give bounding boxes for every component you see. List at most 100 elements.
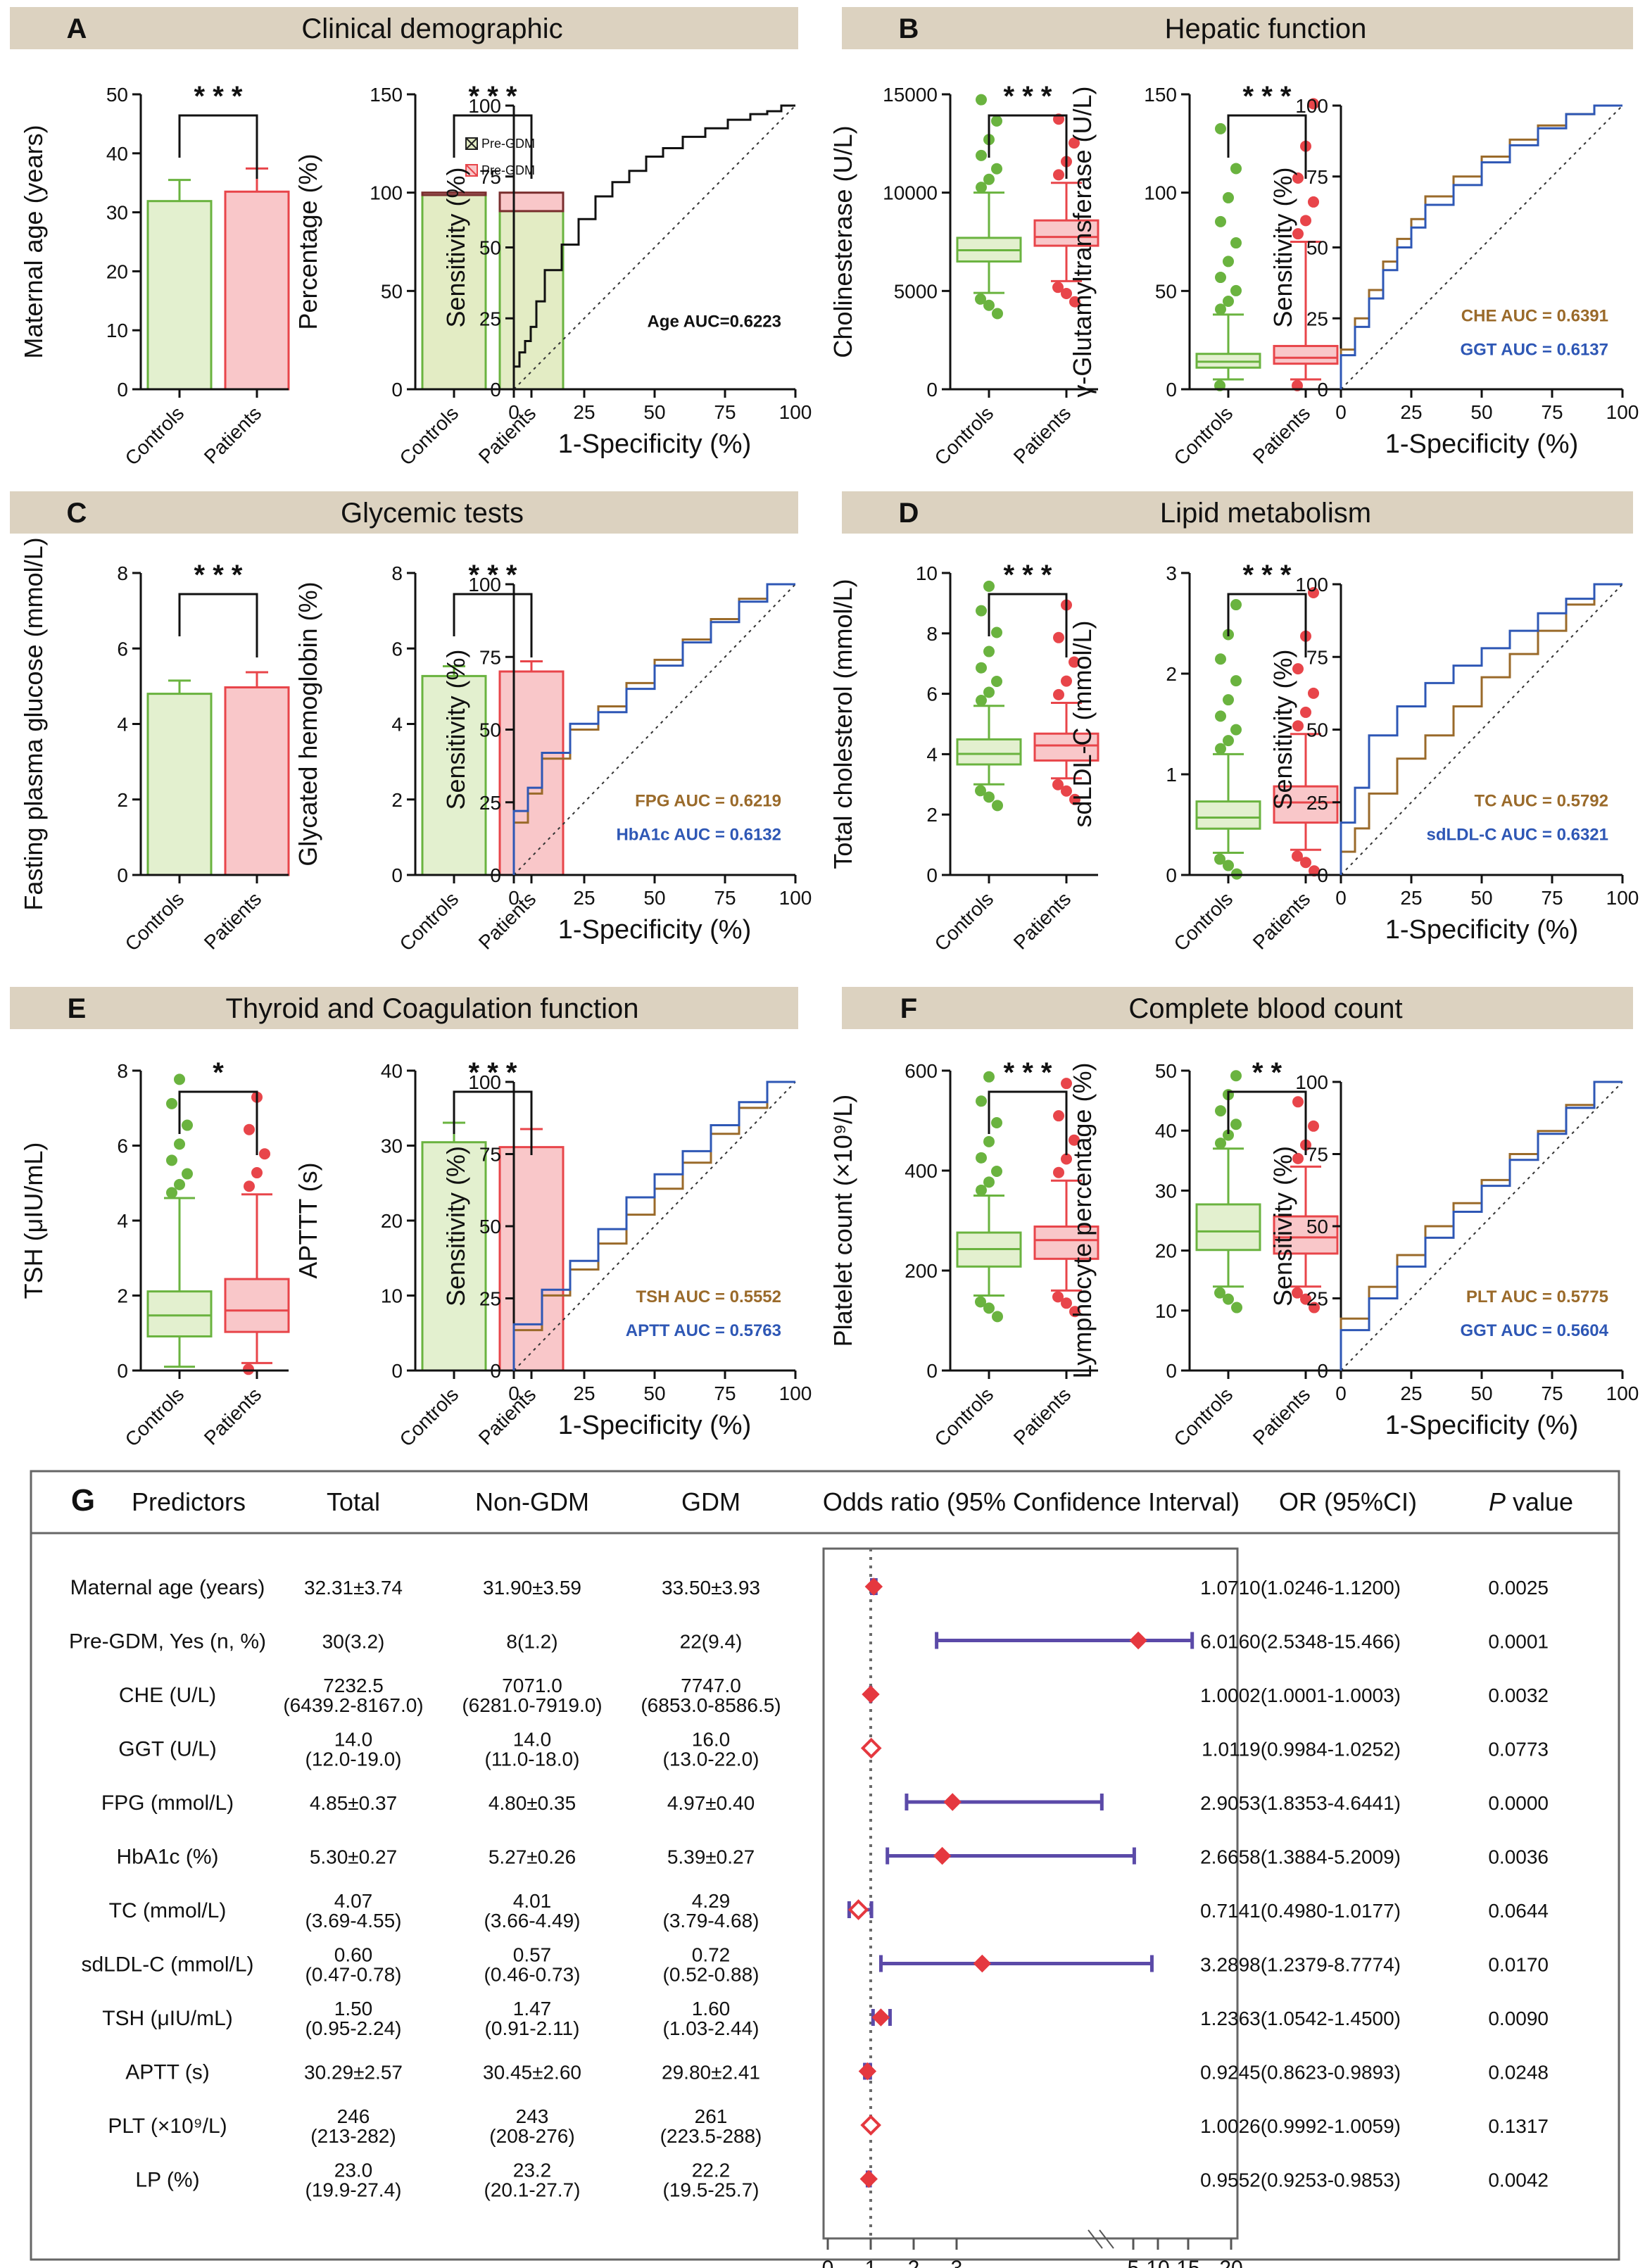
y-tick-label: 50: [479, 719, 501, 741]
x-tick-label: Patients: [1249, 1383, 1314, 1449]
y-tick-label: 50: [1306, 719, 1328, 741]
outlier-point: [992, 1311, 1003, 1323]
x-tick-label: 50: [643, 1382, 665, 1404]
y-tick-label: 100: [468, 1071, 501, 1093]
outlier-point: [1230, 1119, 1242, 1130]
x-tick-label: Controls: [1170, 1383, 1237, 1451]
x-tick-label: 0: [1335, 401, 1347, 423]
y-tick-label: 10: [106, 320, 128, 341]
header-total: Total: [327, 1487, 380, 1516]
cell-gdm: 29.80±2.41: [662, 2062, 760, 2084]
significance-label: * * *: [194, 560, 243, 591]
roc-auc-label: Age AUC=0.6223: [647, 313, 781, 332]
panel-letter: E: [68, 993, 87, 1024]
x-tick-label: Patients: [200, 888, 265, 953]
cell-p-value: 0.0170: [1488, 1954, 1549, 1976]
cell-gdm: 4.29: [692, 1890, 731, 1912]
y-axis-label: TSH (μIU/mL): [19, 1142, 48, 1299]
outlier-point: [1230, 1070, 1242, 1082]
forest-x-tick-label: 1: [865, 2257, 877, 2268]
x-tick-label: Controls: [931, 402, 998, 470]
cell-gdm-iqr: (0.52-0.88): [663, 1964, 760, 1986]
outlier-point: [1061, 1297, 1072, 1309]
roc-curve: [512, 583, 795, 875]
outlier-point: [1223, 1129, 1234, 1141]
cell-p-value: 0.0644: [1488, 1900, 1549, 1922]
cell-p-value: 0.0248: [1488, 2062, 1549, 2084]
box-patients: [1273, 1215, 1339, 1255]
x-tick-label: 50: [643, 401, 665, 423]
panel-letter: F: [900, 993, 917, 1024]
outlier-point: [1214, 853, 1225, 865]
x-tick-label: 50: [1470, 401, 1492, 423]
outlier-point: [1230, 163, 1242, 175]
y-tick-label: 2: [926, 804, 938, 826]
panel-title: Complete blood count: [1128, 993, 1402, 1024]
outlier-point: [1292, 1096, 1304, 1108]
y-axis-label: Platelet count (×10⁹/L): [828, 1095, 857, 1347]
outlier-point: [1223, 295, 1234, 307]
y-tick-label: 8: [117, 1060, 128, 1082]
outlier-point: [1061, 287, 1072, 299]
x-tick-label: 25: [1400, 1382, 1422, 1404]
outlier-point: [1223, 694, 1234, 706]
panel-header-C: C Glycemic tests: [10, 491, 798, 534]
x-tick-label: 75: [714, 887, 736, 909]
y-tick-label: 6: [926, 683, 938, 705]
outlier-point: [1069, 793, 1080, 805]
cell-non-gdm-iqr: (3.66-4.49): [484, 1910, 581, 1932]
y-tick-label: 100: [370, 182, 403, 204]
y-tick-label: 4: [391, 714, 403, 736]
cell-total: 5.30±0.27: [310, 1846, 397, 1868]
outlier-point: [976, 149, 987, 161]
forest-x-tick-label: 2: [908, 2257, 920, 2268]
y-tick-label: 0: [490, 379, 501, 401]
header-band: [842, 7, 1633, 49]
significance-bracket: [178, 593, 258, 657]
roc-y-label: Sensitivity (%): [1268, 1146, 1297, 1306]
y-tick-label: 2: [117, 1285, 128, 1307]
x-tick-label: 75: [714, 1382, 736, 1404]
y-tick-label: 1: [1166, 764, 1177, 786]
x-tick-label: 25: [1400, 401, 1422, 423]
significance-label: * * *: [1004, 560, 1052, 591]
box-controls: [1195, 800, 1261, 830]
outlier-point: [1053, 631, 1064, 643]
outlier-point: [1230, 599, 1242, 611]
cell-gdm: 22.2: [692, 2160, 731, 2181]
y-tick-label: 2: [391, 789, 403, 811]
roc-auc-label: CHE AUC = 0.6391: [1461, 307, 1608, 326]
bar-no-pre-gdm: [421, 194, 487, 391]
cell-or-ci: 1.0710(1.0246-1.1200): [1200, 1577, 1401, 1599]
cell-total: 32.31±3.74: [304, 1577, 403, 1599]
or-point: [871, 2008, 890, 2027]
y-tick-label: 10: [381, 1285, 403, 1307]
y-tick-label: 50: [1306, 1216, 1328, 1237]
y-tick-label: 0: [1317, 864, 1328, 886]
outlier-point: [1308, 98, 1319, 110]
cell-total-iqr: (19.9-27.4): [305, 2179, 402, 2201]
or-point: [973, 1954, 992, 1973]
outlier-point: [1069, 656, 1080, 668]
significance-bracket: [1227, 114, 1307, 179]
cell-total: 4.07: [334, 1890, 373, 1912]
outlier-point: [244, 1180, 255, 1192]
y-tick-label: 30: [106, 202, 128, 224]
y-tick-label: 0: [117, 379, 128, 401]
cell-or-ci: 2.9053(1.8353-4.6441): [1200, 1792, 1401, 1814]
outlier-point: [1292, 720, 1304, 732]
outlier-point: [991, 163, 1002, 175]
x-tick-label: Controls: [1170, 888, 1237, 955]
x-tick-label: Patients: [1249, 402, 1314, 467]
cell-non-gdm: 4.80±0.35: [489, 1792, 576, 1814]
outlier-point: [1214, 1287, 1225, 1299]
table-row: TC (mmol/L) 4.07(3.69-4.55) 4.01(3.66-4.49…: [109, 1890, 1549, 1932]
x-tick-label: 25: [573, 401, 595, 423]
outlier-point: [1215, 653, 1226, 665]
forest-x-tick-label: 0: [822, 2257, 834, 2268]
x-tick-label: Controls: [121, 402, 189, 470]
roc-curve: [512, 104, 795, 389]
y-tick-label: 0: [117, 1360, 128, 1382]
outlier-point: [1300, 1293, 1311, 1305]
roc-auc-label: sdLDL-C AUC = 0.6321: [1426, 825, 1608, 844]
